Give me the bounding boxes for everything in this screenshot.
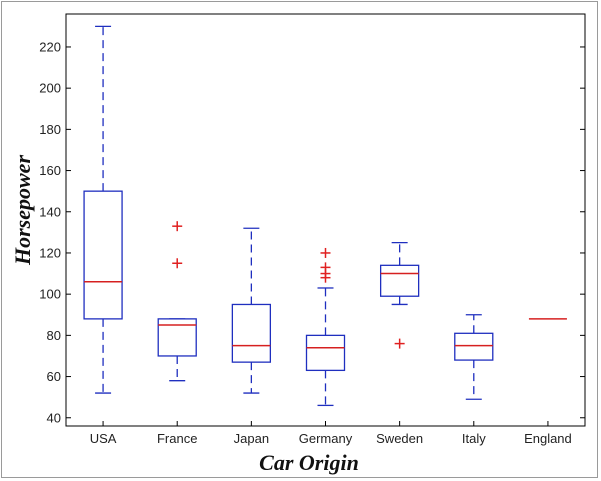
plot-area [65, 13, 586, 427]
y-axis-title: Horsepower [10, 155, 35, 266]
box-iqr [305, 334, 346, 372]
box-group [157, 221, 197, 382]
box-iqr [157, 318, 197, 357]
y-tick-label: 80 [47, 328, 61, 343]
x-tick-label: Italy [462, 431, 486, 446]
box-group [83, 25, 123, 394]
y-tick-label: 140 [39, 204, 61, 219]
x-tick-label: Japan [234, 431, 269, 446]
boxes [83, 25, 567, 407]
box-iqr [379, 264, 420, 297]
box-group [231, 227, 272, 394]
y-axis: 40 60 80 100 120 140 160 180 200 220 [39, 39, 585, 425]
box-group [305, 247, 346, 407]
y-tick-label: 60 [47, 369, 61, 384]
y-tick-label: 120 [39, 245, 61, 260]
x-tick-label: Sweden [376, 431, 423, 446]
box-iqr [231, 303, 272, 363]
y-tick-label: 200 [39, 81, 61, 96]
x-tick-label: USA [90, 431, 117, 446]
y-tick-label: 40 [47, 410, 61, 425]
x-tick-label: Germany [299, 431, 353, 446]
x-axis-title: Car Origin [259, 450, 359, 475]
box-iqr [454, 332, 494, 361]
box-iqr [83, 190, 123, 320]
y-tick-label: 100 [39, 287, 61, 302]
y-tick-label: 220 [39, 39, 61, 54]
x-tick-label: England [524, 431, 572, 446]
y-tick-label: 180 [39, 122, 61, 137]
x-tick-label: France [157, 431, 197, 446]
x-axis: USA France Japan Germany Sweden Italy England [90, 421, 572, 446]
box-group [454, 314, 494, 400]
box-group [379, 242, 420, 349]
y-tick-label: 160 [39, 163, 61, 178]
